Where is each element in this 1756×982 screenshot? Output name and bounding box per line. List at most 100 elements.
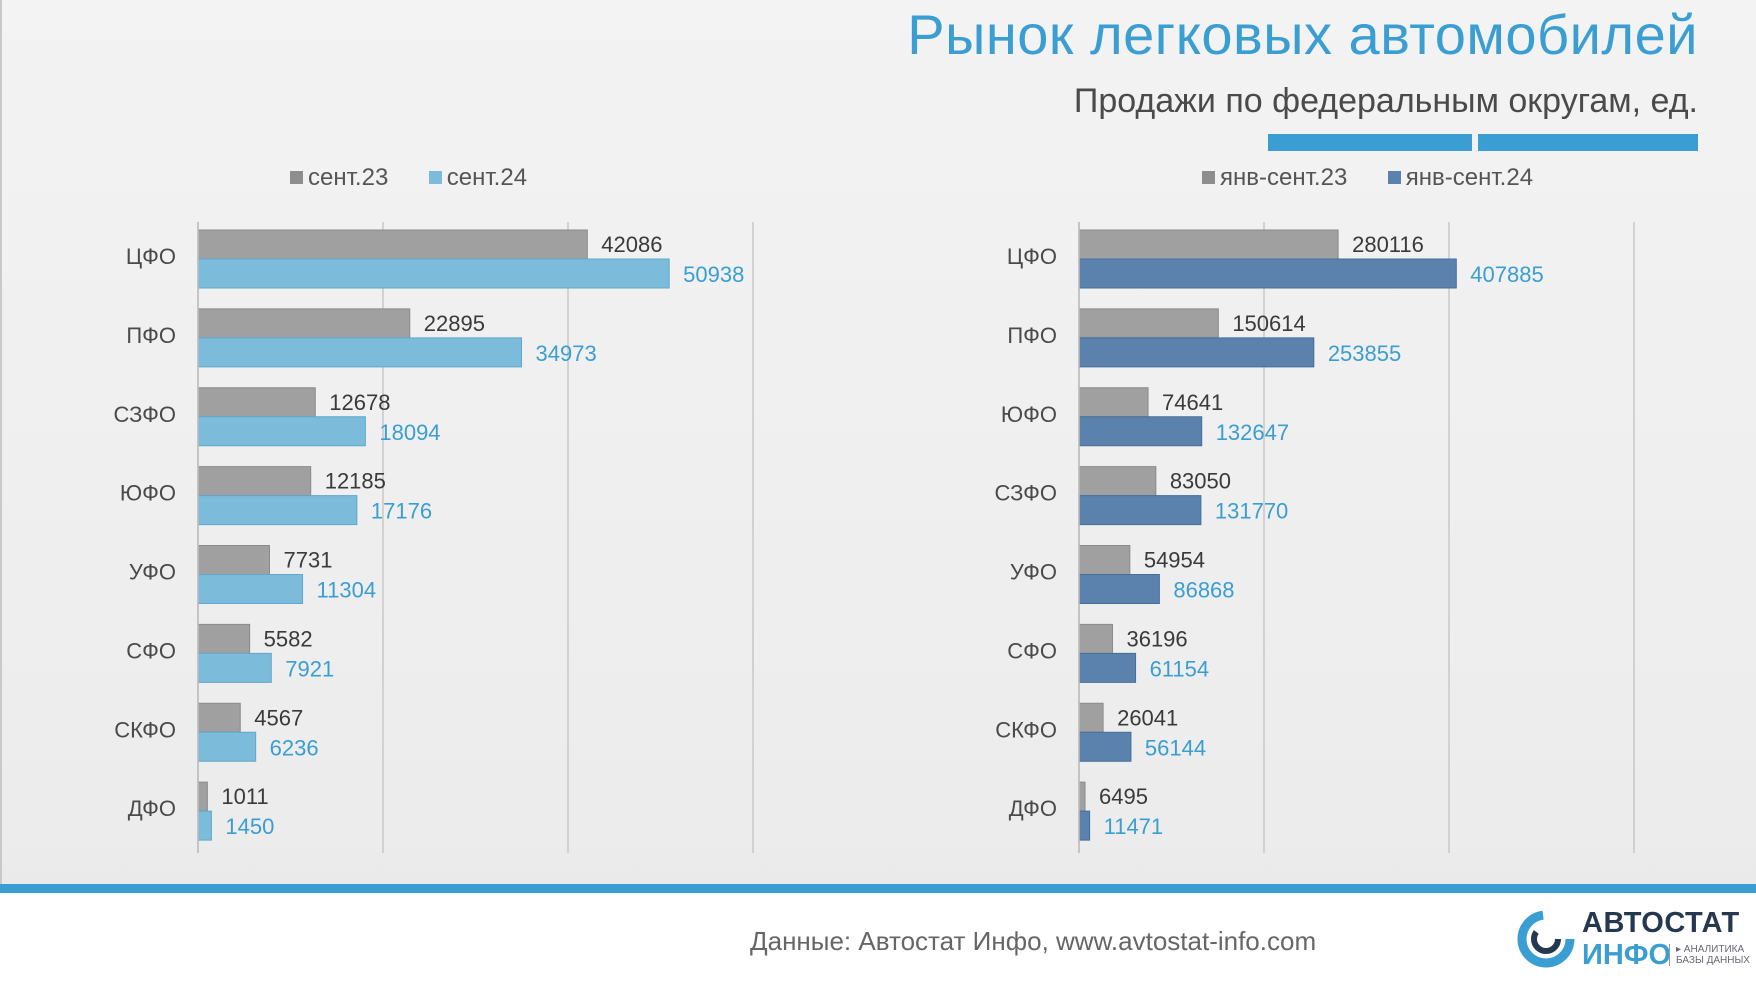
bar-right-curr [1078,652,1137,683]
page-subtitle: Продажи по федеральным округам, ед. [1073,82,1698,120]
data-label-prev: 6495 [1099,784,1148,809]
bar-right-curr [1078,810,1091,841]
bar-left-prev [197,466,312,497]
category-label: ДФО [1009,796,1057,821]
legend-item-ytd23: янв-сент.23 [1202,164,1347,192]
bar-right-prev [1078,702,1104,733]
bar-right-prev [1078,623,1113,654]
footer-area [0,893,1756,982]
bar-left-prev [197,623,251,654]
data-label-prev: 36196 [1126,626,1187,651]
legend-label: сент.24 [446,164,528,191]
bar-left-curr [197,258,670,289]
bar-left-curr [197,652,272,683]
data-label-prev: 5582 [264,626,313,651]
legend-label: янв-сент.23 [1220,164,1348,191]
category-label: ПФО [126,323,176,348]
data-label-curr: 253855 [1328,341,1401,366]
logo-ring-icon [1517,910,1575,968]
logo-word-info: ИНФО [1582,939,1672,971]
data-label-curr: 132647 [1216,420,1289,445]
bar-right-prev [1078,466,1157,497]
legend-label: янв-сент.24 [1405,164,1534,191]
bar-right-curr [1078,495,1202,526]
data-label-curr: 11471 [1104,814,1164,839]
legend-item-ytd24: янв-сент.24 [1387,164,1534,192]
data-label-prev: 280116 [1352,232,1424,257]
data-label-curr: 34973 [536,341,597,366]
logo-word-avtostat: АВТОСТАТ [1582,907,1740,939]
legend-item-sep24: сент.24 [428,164,528,192]
data-label-curr: 17176 [371,499,432,524]
data-label-curr: 86868 [1173,578,1234,603]
category-label: УФО [129,560,176,585]
bar-right-prev [1078,308,1219,339]
legend-swatch [290,171,303,184]
chart-monthly-sales: ЦФО 42086 50938 ПФО 22895 34973 СЗФО 12678 18094… [113,222,754,853]
bar-right-curr [1078,258,1457,289]
bar-right-prev [1078,229,1339,260]
data-label-prev: 22895 [424,311,485,336]
bar-right-curr [1078,337,1315,368]
source-note: Данные: Автостат Инфо, www.avtostat-info… [750,926,1317,956]
data-label-curr: 6236 [270,735,319,760]
avtostat-logo: АВТОСТАТ ИНФО ▸ АНАЛИТИКА БАЗЫ ДАННЫХ [1512,905,1750,975]
data-label-curr: 407885 [1470,262,1543,287]
data-label-curr: 56144 [1145,735,1206,760]
bar-left-prev [197,229,588,260]
data-label-prev: 4567 [254,705,303,730]
category-label: УФО [1010,560,1057,585]
category-label: СЗФО [113,402,176,427]
logo-tagline: ▸ АНАЛИТИКА БАЗЫ ДАННЫХ [1669,944,1752,966]
bar-left-curr [197,495,358,526]
data-label-prev: 150614 [1232,311,1305,336]
data-label-prev: 74641 [1162,390,1223,415]
bar-right-curr [1078,731,1132,762]
data-label-curr: 1450 [225,814,274,839]
data-label-prev: 54954 [1144,548,1205,573]
bar-right-prev [1078,781,1086,812]
legend-monthly: сент.23 сент.24 [290,164,563,194]
category-label: СФО [126,638,176,663]
bar-right-curr [1078,574,1160,604]
legend-label: сент.23 [308,164,389,191]
category-label: СКФО [114,717,176,742]
category-label: ЦФО [126,244,176,269]
data-label-prev: 26041 [1117,705,1178,730]
legend-swatch [1387,171,1401,184]
slide-left-edge [0,0,2,890]
data-label-curr: 131770 [1215,499,1288,524]
data-label-curr: 7921 [285,656,334,681]
category-label: СФО [1007,638,1057,663]
category-label: ЮФО [120,481,176,506]
category-label: ДФО [128,796,176,821]
chart-ytd-sales: ЦФО 280116 407885 ПФО 150614 253855 ЮФО 74641 13… [994,222,1635,853]
title-accent-bar [1478,134,1698,151]
category-label: ЦФО [1007,244,1057,269]
data-label-curr: 11304 [317,578,377,603]
footer-accent-band [0,884,1756,893]
legend-swatch [428,171,442,184]
page-title: Рынок легковых автомобилей [907,3,1698,66]
bar-right-curr [1078,416,1203,447]
bar-left-curr [197,731,257,762]
legend-item-sep23: сент.23 [290,164,388,192]
category-label: СКФО [995,717,1057,742]
bar-right-prev [1078,387,1149,418]
category-label: ЮФО [1001,402,1057,427]
title-accent-bar [1268,134,1472,151]
data-label-prev: 83050 [1170,469,1231,494]
category-label: ПФО [1007,323,1057,348]
data-label-prev: 12678 [329,390,390,415]
legend-swatch [1202,171,1215,184]
legend-ytd: янв-сент.23 янв-сент.24 [1202,164,1569,194]
data-label-prev: 7731 [284,548,333,573]
data-label-prev: 42086 [601,232,662,257]
category-label: СЗФО [994,481,1057,506]
bar-left-curr [197,337,523,368]
data-label-curr: 61154 [1150,656,1210,681]
data-label-curr: 50938 [683,262,744,287]
data-label-prev: 12185 [325,469,386,494]
data-label-curr: 18094 [379,420,440,445]
bar-right-prev [1078,545,1131,575]
